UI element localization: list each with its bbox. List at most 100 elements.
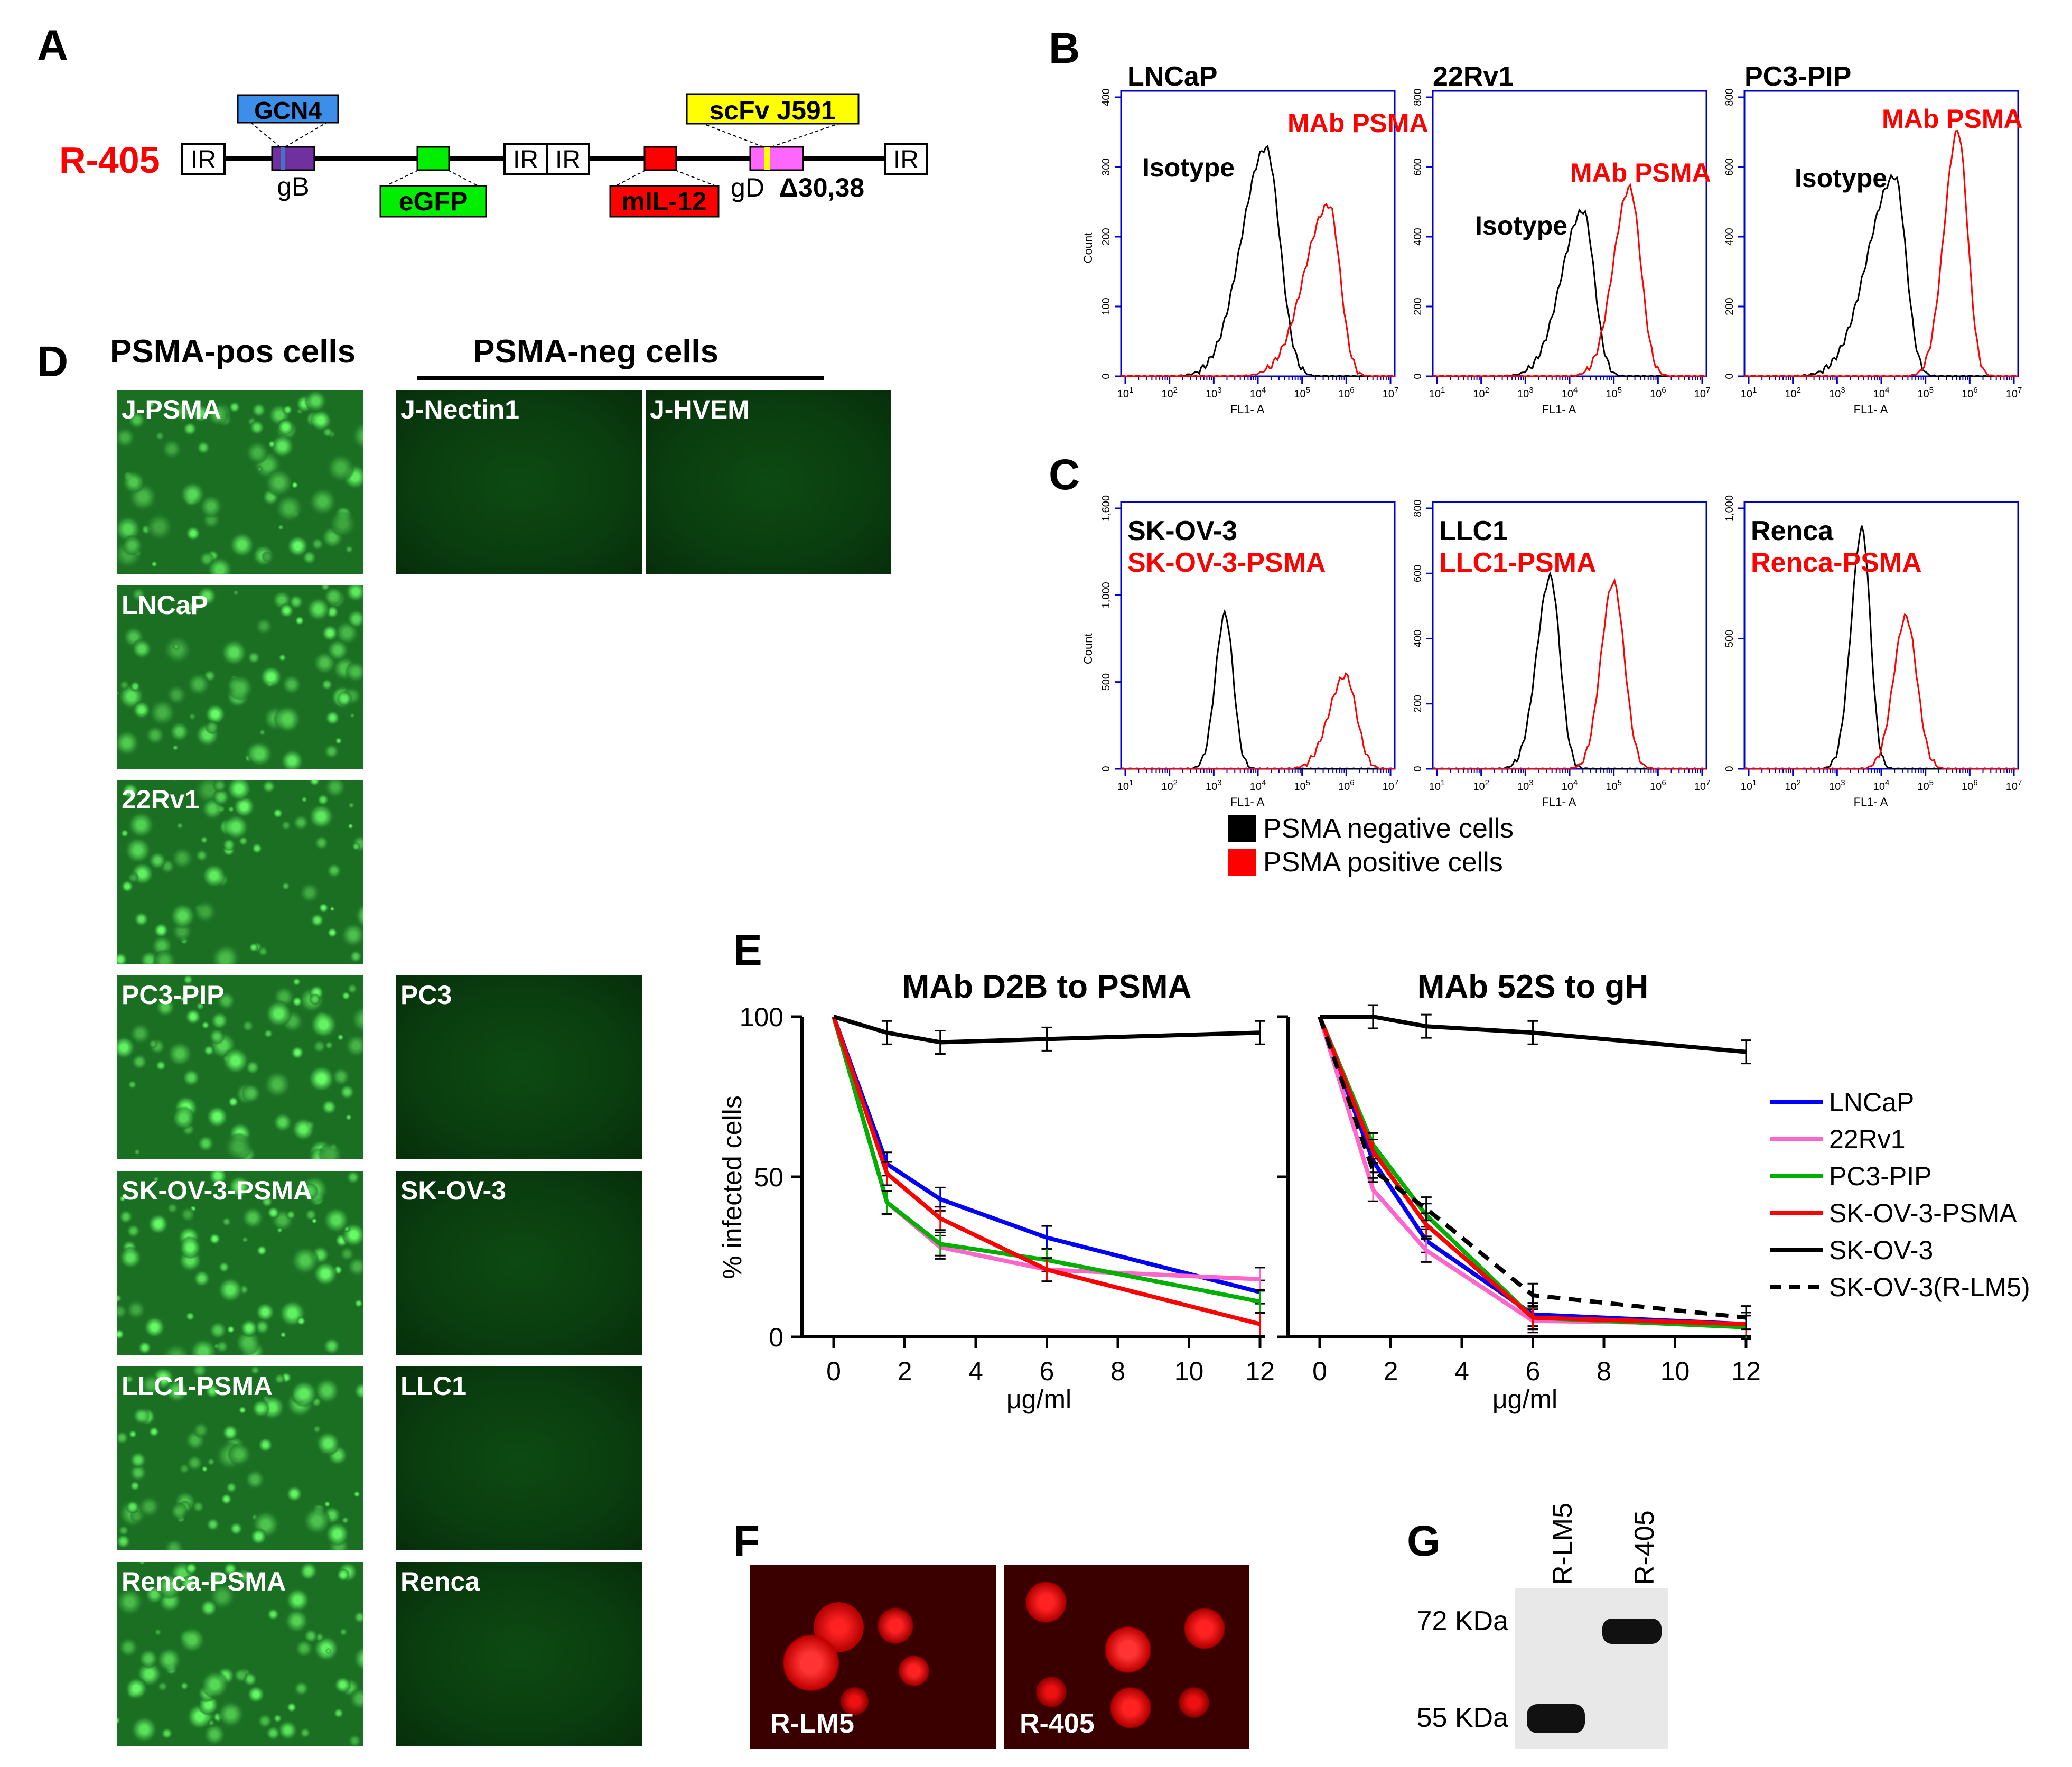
fluorescent-cell (349, 950, 362, 963)
fluorescent-cell (165, 1379, 189, 1403)
flow-b-2-xtick-label: 106 (1962, 386, 1978, 400)
fluorescent-cell (201, 863, 227, 888)
fluorescent-cell (336, 691, 352, 707)
fluorescent-cell (212, 780, 227, 793)
flow-c-1-xtick-exp: 1 (1441, 778, 1445, 787)
fluorescent-cell (199, 494, 223, 519)
fluorescent-cell (119, 680, 130, 690)
fluorescent-cell (208, 1320, 227, 1340)
fluorescent-cell (176, 822, 184, 830)
flow-c-0-xtick-exp: 5 (1306, 778, 1310, 787)
panel-letter-f: F (733, 1517, 760, 1565)
fluorescent-cell (166, 685, 186, 705)
fluorescent-cell (206, 1517, 220, 1532)
fluorescent-cell (267, 440, 276, 449)
fluorescent-cell (324, 743, 340, 759)
legend-label-1: 22Rv1 (1829, 1124, 1906, 1154)
flow-b-1-xtick-exp: 3 (1529, 386, 1533, 395)
flow-c-0-ytick-label: 0 (1100, 766, 1112, 771)
flow-b-1-mab-label: MAb PSMA (1570, 158, 1711, 188)
flow-b-0-xtick-exp: 5 (1306, 386, 1310, 395)
fluorescent-cell (138, 1496, 160, 1518)
flow-c-1-xtick-exp: 5 (1618, 778, 1622, 787)
chart-0-xtick-label: 6 (1040, 1356, 1054, 1386)
fluorescent-cell (220, 638, 248, 666)
psma-neg-tile-label: LLC1 (400, 1371, 466, 1401)
flow-b-0-ytick-label: 0 (1100, 373, 1112, 379)
fluorescent-cell (171, 1106, 196, 1130)
fluorescent-cell (258, 946, 268, 957)
fluorescent-cell (307, 1064, 336, 1093)
fluorescent-cell (155, 431, 165, 441)
fluorescent-cell (314, 835, 329, 850)
fluorescent-cell (276, 1227, 283, 1233)
flow-c-1-ytick-label: 400 (1412, 630, 1424, 647)
fluorescent-cell (228, 1443, 251, 1466)
fluorescent-cell (251, 842, 263, 854)
flow-b-1-xlabel: FL1- A (1542, 403, 1576, 416)
fluorescent-cell (350, 1005, 363, 1033)
fluorescent-cell (161, 1727, 173, 1740)
fluorescent-cell (242, 1236, 248, 1243)
fluorescent-cell (148, 1426, 160, 1437)
fluorescent-cell (264, 468, 294, 497)
fluorescent-cell (264, 1000, 293, 1028)
fluorescent-cell (315, 1431, 341, 1457)
flow-b-1-ytick-label: 200 (1412, 297, 1424, 315)
fluorescent-cell (127, 811, 155, 839)
flow-b-2-ytick-label: 800 (1724, 88, 1735, 106)
flow-b-0-xtick-label: 102 (1161, 386, 1178, 400)
flow-c-2-xtick-exp: 1 (1752, 778, 1757, 787)
fluorescent-cell (344, 1034, 363, 1058)
fluorescent-cell (313, 1425, 321, 1433)
fluorescent-cell (138, 1562, 146, 1566)
fluorescent-cell (353, 1611, 363, 1624)
fluorescent-cell (200, 1670, 229, 1699)
flow-c-0-xtick-exp: 3 (1217, 778, 1221, 787)
ir-label-3: IR (555, 146, 581, 174)
flow-b-0-xlabel: FL1- A (1230, 403, 1265, 416)
fluorescent-cell (187, 673, 211, 696)
psma-pos-tile-label: J-PSMA (122, 395, 221, 424)
psma-neg-tile-label: J-HVEM (650, 395, 750, 424)
fluorescent-cell (318, 1142, 343, 1159)
fluorescent-cell (167, 1203, 179, 1214)
fluorescent-cell (191, 404, 210, 423)
fluorescent-cell (334, 1676, 352, 1694)
flow-c-0-xtick-exp: 2 (1173, 778, 1178, 787)
fluorescent-cell (151, 561, 157, 568)
fluorescent-cell (226, 780, 253, 802)
flow-c-1-xtick-exp: 3 (1529, 778, 1533, 787)
band-r-405 (1602, 1619, 1662, 1644)
psma-neg-tile: SK-OV-3 (396, 1171, 642, 1355)
fluorescent-cell (282, 882, 290, 890)
flow-c-0-xlabel: FL1- A (1230, 795, 1265, 808)
flow-c-0-xtick-exp: 7 (1394, 778, 1398, 787)
fluorescent-cell (222, 838, 236, 852)
fluorescent-cell (290, 1046, 304, 1059)
fluorescent-cell (272, 808, 283, 819)
flow-b-2-title: PC3-PIP (1744, 61, 1851, 92)
fluorescent-cell (229, 532, 255, 558)
fluorescent-cell (194, 900, 217, 923)
fluorescent-cell (290, 1380, 319, 1408)
fluorescent-cell (326, 639, 349, 662)
psma-pos-tile-label: Renca-PSMA (122, 1567, 286, 1596)
fluorescent-cell (250, 1528, 267, 1545)
fluorescent-cell (207, 1570, 225, 1587)
fluorescent-cell (273, 704, 302, 733)
chart-0-title: MAb D2B to PSMA (902, 969, 1192, 1005)
fluorescent-cell (278, 653, 286, 662)
fluorescent-cell (353, 1382, 363, 1400)
fluorescent-cell (259, 665, 283, 689)
flow-b-2-xtick-exp: 5 (1929, 386, 1934, 395)
fluorescent-cell (339, 1084, 355, 1100)
fluorescent-cell (157, 1681, 168, 1692)
fluorescent-cell (185, 1312, 195, 1322)
fluorescent-cell (223, 814, 249, 840)
fluorescent-cell (277, 418, 294, 436)
flow-c-2-pos-curve (1744, 613, 2018, 770)
legend-c: PSMA negative cells PSMA positive cells (1228, 812, 1514, 879)
psma-neg-tile: J-HVEM (646, 390, 891, 574)
flow-c-2-ytick-label: 1,000 (1724, 495, 1735, 522)
